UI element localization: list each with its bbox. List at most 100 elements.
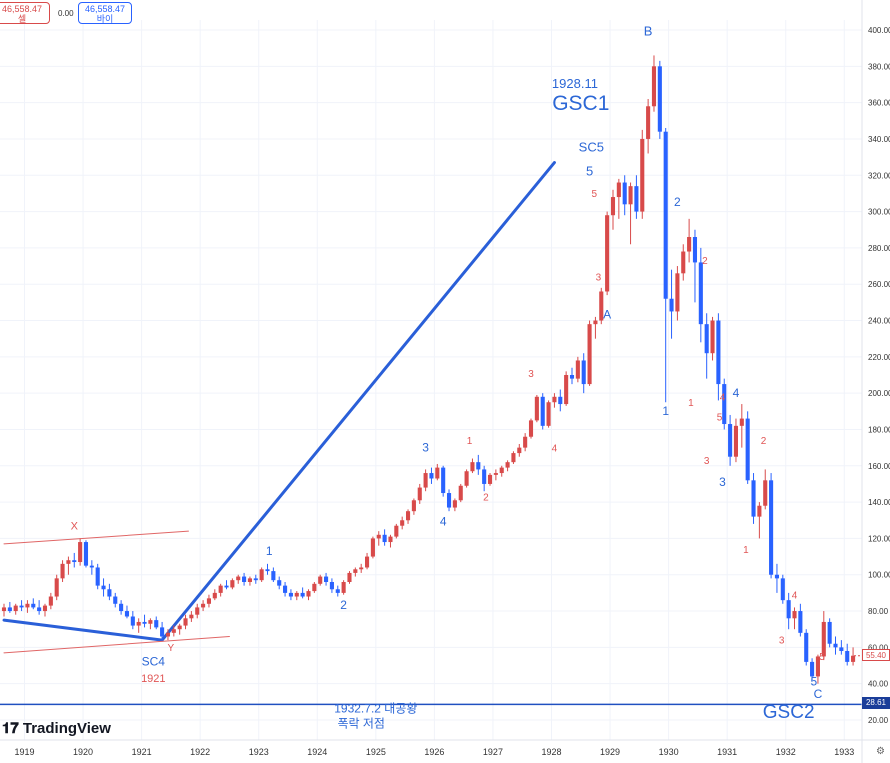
buy-button[interactable]: 46,558.47 바이 <box>78 2 132 24</box>
candle <box>698 247 703 343</box>
candle-body <box>212 592 217 599</box>
candle <box>605 211 610 296</box>
candle <box>288 589 293 601</box>
y-tick-label: 140.00 <box>868 498 890 507</box>
candle <box>722 378 727 430</box>
wave-label: 3 <box>779 636 785 647</box>
candle-body <box>558 396 563 405</box>
candle-body <box>745 418 750 481</box>
candle-body <box>769 480 774 575</box>
candle <box>95 563 100 590</box>
candle-body <box>236 576 241 581</box>
candle <box>335 585 340 597</box>
x-tick-label: 1921 <box>132 747 152 757</box>
candle-body <box>259 569 264 581</box>
candle-body <box>657 66 662 132</box>
wave-label: GSC1 <box>552 92 609 115</box>
candle-body <box>523 436 528 448</box>
candle <box>687 218 692 263</box>
candle <box>493 469 498 481</box>
y-tick-label: 220.00 <box>868 353 890 362</box>
candle-body <box>646 106 651 139</box>
wave-label: 4 <box>440 515 447 529</box>
candle <box>628 182 633 245</box>
candle <box>669 269 674 339</box>
candle <box>780 574 785 604</box>
candle-body <box>177 625 182 630</box>
x-tick-label: 1933 <box>834 747 854 757</box>
candle-body <box>154 620 159 628</box>
wave-label: X <box>71 520 79 532</box>
candle-body <box>183 618 188 626</box>
candle <box>130 611 135 630</box>
y-tick-label: 240.00 <box>868 317 890 326</box>
candle <box>728 414 733 466</box>
candle <box>201 600 206 612</box>
candle-body <box>716 320 721 385</box>
candle-body <box>347 572 352 582</box>
candle-body <box>616 182 621 198</box>
sell-button[interactable]: 46,558.47 셀 <box>0 2 50 24</box>
candle <box>827 618 832 648</box>
candle <box>394 523 399 539</box>
candle-body <box>165 632 171 637</box>
candle-body <box>710 320 715 354</box>
wave-label: 1928.11 <box>552 76 598 91</box>
candle <box>458 483 463 503</box>
candle-body <box>359 567 364 570</box>
candle-body <box>95 567 100 586</box>
candle-body <box>487 474 493 484</box>
candle <box>810 658 815 681</box>
candle-body <box>119 603 124 612</box>
candle-body <box>675 273 680 312</box>
candle <box>242 572 247 586</box>
candle <box>66 556 71 575</box>
candle <box>376 531 381 546</box>
candle <box>769 473 774 579</box>
buy-label: 바이 <box>96 14 114 24</box>
candle-body <box>482 469 487 484</box>
candle <box>78 538 83 566</box>
candle <box>417 483 422 504</box>
candle <box>511 451 516 464</box>
candle-body <box>763 480 768 506</box>
candle <box>177 623 182 635</box>
candle <box>13 603 18 615</box>
wave-label: 2 <box>761 436 767 447</box>
x-tick-label: 1922 <box>190 747 210 757</box>
tradingview-logo[interactable]: 𝟏𝟕 TradingView <box>2 720 111 737</box>
candle-body <box>72 560 77 563</box>
candle <box>739 404 744 448</box>
wave-label: Y <box>168 643 175 654</box>
candle <box>101 578 106 597</box>
settings-gear-icon[interactable]: ⚙ <box>876 746 885 757</box>
candle <box>411 498 416 515</box>
candle-body <box>722 384 727 425</box>
wave-label: 1 <box>743 545 749 556</box>
candle-body <box>394 525 399 537</box>
candle-body <box>458 485 463 501</box>
candle-body <box>400 520 405 526</box>
candle <box>546 400 551 428</box>
trendline <box>3 635 230 654</box>
candle-body <box>107 589 112 597</box>
candle <box>564 371 569 406</box>
candle-body <box>663 131 668 299</box>
candle <box>353 567 358 577</box>
candle <box>751 473 756 524</box>
candle-body <box>417 487 422 501</box>
candle <box>704 313 709 379</box>
candle <box>581 353 586 394</box>
trendline <box>2 618 164 642</box>
candle-body <box>113 596 118 604</box>
candle-body <box>318 576 323 584</box>
candlesticks <box>1 55 856 684</box>
candle <box>798 603 803 637</box>
candle-body <box>435 467 440 479</box>
y-tick-label: 280.00 <box>868 244 890 253</box>
wave-label: 1 <box>266 544 273 558</box>
candle-body <box>429 473 434 479</box>
candle <box>663 128 668 403</box>
